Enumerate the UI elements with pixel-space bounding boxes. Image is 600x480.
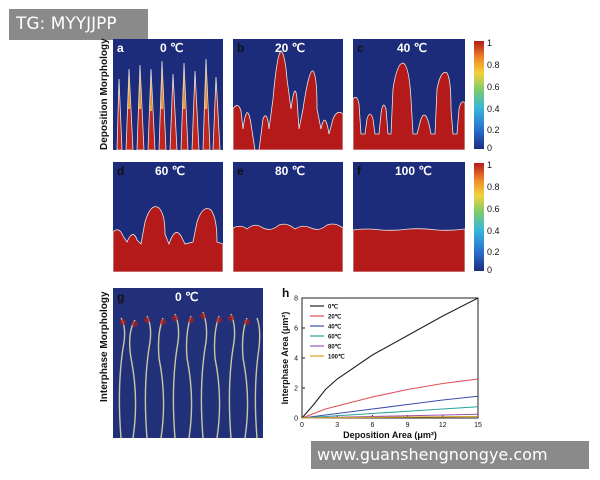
panel-d-letter: d (117, 164, 125, 178)
panel-b-letter: b (237, 41, 245, 55)
colorbar-top-tick: 0.8 (487, 60, 500, 70)
colorbar-bottom-tick: 0 (487, 265, 493, 275)
colorbar-top-tick: 0.2 (487, 125, 500, 135)
panel-c-title: 40 ℃ (397, 41, 428, 55)
y-tick-label: 0 (294, 416, 298, 423)
panel-d-image: d 60 ℃ (113, 162, 223, 272)
y-tick-label: 2 (294, 386, 298, 393)
chart-y-axis-label: Interphase Area (μm²) (280, 312, 290, 405)
colorbar-top-tick: 0.4 (487, 104, 500, 114)
legend-label: 20℃ (328, 314, 342, 321)
panel-a-image: a 0 ℃ (113, 39, 223, 150)
series-line-5 (301, 415, 479, 419)
panel-f-letter: f (357, 164, 361, 178)
colorbar-bottom-tick: 0.2 (487, 247, 500, 257)
panel-b-title: 20 ℃ (275, 41, 306, 55)
panel-b-image: b 20 ℃ (233, 39, 343, 150)
chart-x-axis-label: Deposition Area (μm²) (343, 430, 437, 440)
x-tick-label: 15 (474, 422, 482, 429)
panel-d-title: 60 ℃ (155, 164, 186, 178)
legend-label: 80℃ (328, 344, 342, 351)
panel-h-letter: h (282, 286, 290, 300)
legend-label: 60℃ (328, 334, 342, 341)
panel-g-letter: g (117, 290, 125, 304)
panel-c-letter: c (357, 41, 364, 55)
panel-a-title: 0 ℃ (160, 41, 184, 55)
panel-e-image: e 80 ℃ (233, 162, 343, 272)
series-line-1 (301, 378, 479, 419)
y-tick-label: 8 (294, 296, 298, 303)
x-tick-label: 3 (335, 422, 339, 429)
colorbar-top-tick: 0.6 (487, 82, 500, 92)
x-tick-label: 9 (406, 422, 410, 429)
x-tick-label: 0 (300, 422, 304, 429)
panel-g-title: 0 ℃ (175, 290, 199, 304)
panel-c-image: c 40 ℃ (353, 39, 465, 150)
series-line-0 (301, 297, 479, 419)
legend-label: 0℃ (328, 304, 338, 311)
panel-f-image: f 100 ℃ (353, 162, 465, 272)
colorbar-bottom-tick: 1 (487, 160, 493, 170)
legend-label: 40℃ (328, 324, 342, 331)
colorbar-top-tick: 0 (487, 143, 493, 153)
panel-f-title: 100 ℃ (395, 164, 432, 178)
y-tick-label: 6 (294, 326, 298, 333)
panel-e-title: 80 ℃ (275, 164, 306, 178)
interphase-morphology-label: Interphase Morphology (99, 291, 110, 402)
colorbar-bottom (474, 163, 484, 271)
panel-g-image: g 0 ℃ (113, 288, 263, 438)
colorbar-top-tick: 1 (487, 38, 493, 48)
colorbar-top (474, 41, 484, 149)
x-tick-label: 6 (370, 422, 374, 429)
legend-label: 100℃ (328, 354, 345, 361)
series-line-3 (301, 406, 479, 419)
colorbar-bottom-tick: 0.6 (487, 204, 500, 214)
interphase-area-chart: 0 3 6 9 12 15 0 2 4 6 8 0℃ 20℃ 40℃ 60℃ 80℃ 100℃ Deposit… (280, 296, 482, 441)
colorbar-bottom-tick: 0.8 (487, 182, 500, 192)
watermark-bottom: www.guanshengnongye.com (311, 441, 589, 469)
x-tick-label: 12 (439, 422, 447, 429)
y-tick-label: 4 (294, 356, 298, 363)
deposition-morphology-label: Deposition Morphology (99, 38, 110, 150)
watermark-top: TG: MYYJJPP (9, 9, 148, 40)
panel-a-letter: a (117, 41, 124, 55)
colorbar-bottom-tick: 0.4 (487, 226, 500, 236)
panel-e-letter: e (237, 164, 244, 178)
series-line-2 (301, 395, 479, 419)
